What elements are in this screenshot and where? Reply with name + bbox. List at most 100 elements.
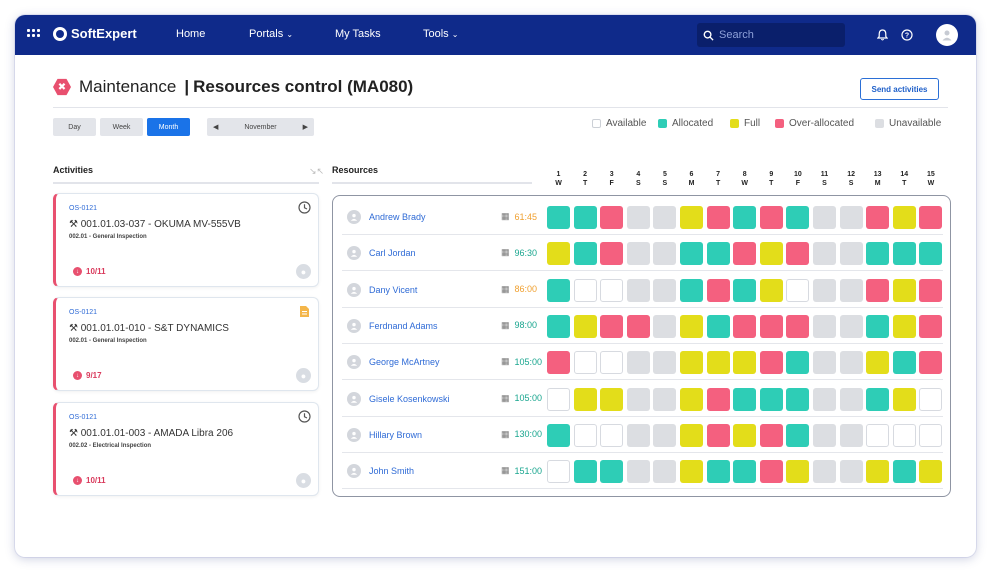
- allocation-cell[interactable]: [866, 460, 890, 484]
- allocation-cell[interactable]: [813, 242, 836, 266]
- resource-name[interactable]: John Smith: [369, 466, 415, 477]
- allocation-cell[interactable]: [919, 206, 943, 229]
- allocation-cell[interactable]: [733, 278, 757, 302]
- allocation-cell[interactable]: [573, 387, 597, 411]
- send-activities-button[interactable]: Send activities: [860, 78, 939, 100]
- allocation-cell[interactable]: [653, 351, 677, 375]
- allocation-cell[interactable]: [866, 387, 890, 411]
- allocation-cell[interactable]: [706, 423, 730, 447]
- allocation-cell[interactable]: [573, 242, 597, 266]
- apps-grid-icon[interactable]: [27, 29, 41, 41]
- allocation-cell[interactable]: [813, 460, 836, 484]
- allocation-cell[interactable]: [733, 351, 757, 375]
- allocation-cell[interactable]: [839, 314, 863, 338]
- activity-card[interactable]: OS-0121 ⚒ 001.01.03-037 - OKUMA MV-555VB 0…: [53, 193, 319, 287]
- allocation-cell[interactable]: [892, 423, 916, 447]
- allocation-cell[interactable]: [919, 314, 943, 338]
- allocation-cell[interactable]: [892, 351, 916, 375]
- allocation-cell[interactable]: [547, 242, 570, 266]
- allocation-cell[interactable]: [653, 242, 677, 266]
- activity-os[interactable]: OS-0121: [69, 309, 98, 316]
- allocation-cell[interactable]: [892, 314, 916, 338]
- view-month-button[interactable]: Month: [147, 118, 190, 136]
- resource-name[interactable]: Andrew Brady: [369, 212, 426, 222]
- allocation-cell[interactable]: [759, 206, 783, 229]
- view-day-button[interactable]: Day: [53, 118, 96, 136]
- allocation-cell[interactable]: [919, 387, 943, 411]
- allocation-cell[interactable]: [653, 423, 677, 447]
- allocation-cell[interactable]: [919, 242, 943, 266]
- allocation-cell[interactable]: [600, 206, 624, 229]
- resource-name[interactable]: Gisele Kosenkowski: [369, 393, 450, 404]
- allocation-cell[interactable]: [759, 460, 783, 484]
- bell-icon[interactable]: [874, 27, 890, 43]
- allocation-cell[interactable]: [706, 387, 730, 411]
- allocation-cell[interactable]: [626, 460, 650, 484]
- help-icon[interactable]: ?: [899, 27, 915, 43]
- allocation-cell[interactable]: [653, 314, 677, 338]
- assignee-avatar-icon[interactable]: ●: [296, 264, 311, 279]
- allocation-cell[interactable]: [680, 242, 703, 266]
- allocation-cell[interactable]: [680, 387, 703, 411]
- activity-card[interactable]: OS-0121 ⚒ 001.01.01-010 - S&T DYNAMICS 002…: [53, 297, 319, 391]
- allocation-cell[interactable]: [892, 278, 916, 302]
- allocation-cell[interactable]: [600, 423, 624, 447]
- activity-card[interactable]: OS-0121 ⚒ 001.01.01-003 - AMADA Libra 206…: [53, 402, 319, 496]
- allocation-cell[interactable]: [733, 314, 757, 338]
- allocation-cell[interactable]: [813, 206, 836, 229]
- allocation-cell[interactable]: [573, 314, 597, 338]
- allocation-cell[interactable]: [547, 387, 570, 411]
- allocation-cell[interactable]: [600, 387, 624, 411]
- assignee-avatar-icon[interactable]: ●: [296, 473, 311, 488]
- allocation-cell[interactable]: [733, 460, 757, 484]
- nav-portals[interactable]: Portals ⌄: [249, 28, 294, 40]
- allocation-cell[interactable]: [626, 387, 650, 411]
- allocation-cell[interactable]: [573, 423, 597, 447]
- allocation-cell[interactable]: [759, 423, 783, 447]
- resource-name[interactable]: George McArtney: [369, 357, 440, 368]
- allocation-cell[interactable]: [892, 387, 916, 411]
- allocation-cell[interactable]: [919, 423, 943, 447]
- allocation-cell[interactable]: [866, 278, 890, 302]
- nav-tools[interactable]: Tools ⌄: [423, 28, 459, 40]
- collapse-icon[interactable]: ↘↖: [309, 166, 325, 176]
- allocation-cell[interactable]: [547, 206, 570, 229]
- allocation-cell[interactable]: [653, 278, 677, 302]
- allocation-cell[interactable]: [653, 460, 677, 484]
- allocation-cell[interactable]: [547, 423, 570, 447]
- allocation-cell[interactable]: [866, 314, 890, 338]
- allocation-cell[interactable]: [866, 351, 890, 375]
- allocation-cell[interactable]: [706, 242, 730, 266]
- allocation-cell[interactable]: [813, 278, 836, 302]
- allocation-cell[interactable]: [600, 314, 624, 338]
- allocation-cell[interactable]: [680, 314, 703, 338]
- resource-name[interactable]: Carl Jordan: [369, 248, 416, 259]
- allocation-cell[interactable]: [626, 242, 650, 266]
- allocation-cell[interactable]: [680, 460, 703, 484]
- allocation-cell[interactable]: [786, 314, 810, 338]
- resource-name[interactable]: Dany Vicent: [369, 284, 418, 295]
- allocation-cell[interactable]: [919, 278, 943, 302]
- search-box[interactable]: [697, 23, 845, 47]
- allocation-cell[interactable]: [733, 423, 757, 447]
- allocation-cell[interactable]: [839, 351, 863, 375]
- allocation-cell[interactable]: [813, 314, 836, 338]
- allocation-cell[interactable]: [706, 278, 730, 302]
- allocation-cell[interactable]: [892, 460, 916, 484]
- allocation-cell[interactable]: [733, 387, 757, 411]
- allocation-cell[interactable]: [653, 206, 677, 229]
- nav-home[interactable]: Home: [176, 28, 206, 40]
- allocation-cell[interactable]: [839, 242, 863, 266]
- allocation-cell[interactable]: [573, 206, 597, 229]
- allocation-cell[interactable]: [839, 206, 863, 229]
- allocation-cell[interactable]: [573, 460, 597, 484]
- allocation-cell[interactable]: [786, 278, 810, 302]
- allocation-cell[interactable]: [786, 460, 810, 484]
- allocation-cell[interactable]: [600, 242, 624, 266]
- next-month-icon[interactable]: ▶: [302, 124, 308, 131]
- user-avatar[interactable]: [936, 24, 958, 46]
- allocation-cell[interactable]: [786, 242, 810, 266]
- allocation-cell[interactable]: [733, 242, 757, 266]
- allocation-cell[interactable]: [813, 387, 836, 411]
- allocation-cell[interactable]: [600, 278, 624, 302]
